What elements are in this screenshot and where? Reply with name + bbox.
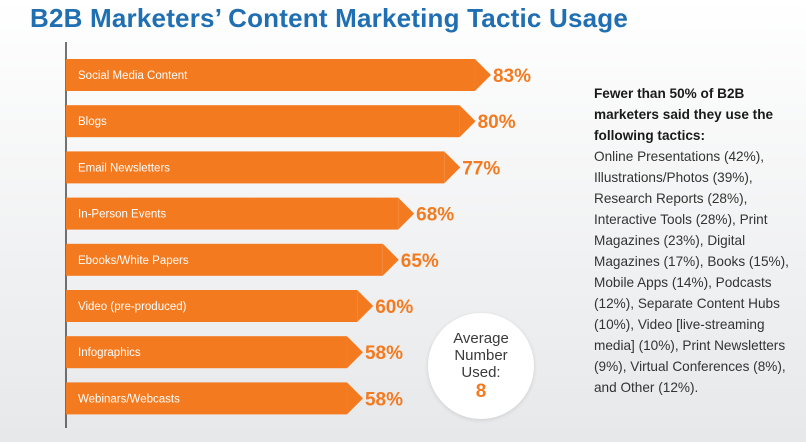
bar-tip <box>444 151 461 184</box>
category-label: Ebooks/White Papers <box>78 255 189 267</box>
bar-tip <box>382 243 399 276</box>
average-value: 8 <box>475 381 487 402</box>
bar-tip <box>346 382 363 415</box>
category-label: Infographics <box>78 347 141 359</box>
bar-group: Email Newsletters 77% <box>66 151 500 184</box>
bar <box>66 382 347 415</box>
bar <box>66 197 399 230</box>
bar-group: Webinars/Webcasts 58% <box>66 382 403 415</box>
value-label: 65% <box>401 251 439 272</box>
bar <box>66 243 383 276</box>
side-note-body: Online Presentations (42%), Illustration… <box>594 149 789 395</box>
bar <box>66 290 358 322</box>
bar-group: Social Media Content 83% <box>66 59 531 91</box>
value-label: 77% <box>462 158 500 179</box>
average-badge: Average Number Used: 8 <box>428 313 534 419</box>
bar-tip <box>459 105 476 138</box>
bar-group: Infographics 58% <box>66 336 403 369</box>
bar-group: Video (pre-produced) 60% <box>66 290 413 322</box>
bar <box>66 59 475 91</box>
category-label: In-Person Events <box>78 209 166 221</box>
bar-group: Blogs 80% <box>66 105 516 138</box>
value-label: 60% <box>375 297 413 318</box>
value-label: 58% <box>365 389 403 410</box>
bar <box>66 151 445 184</box>
value-label: 80% <box>478 112 516 133</box>
value-label: 68% <box>416 205 454 226</box>
category-label: Webinars/Webcasts <box>78 393 180 405</box>
average-label: Average Number Used: <box>453 330 509 381</box>
bar-tip <box>398 197 415 230</box>
category-label: Email Newsletters <box>78 162 170 174</box>
side-note-heading: Fewer than 50% of B2B marketers said the… <box>594 86 774 143</box>
bar-tip <box>346 336 363 369</box>
bar <box>66 105 460 138</box>
value-label: 58% <box>365 343 403 364</box>
side-note: Fewer than 50% of B2B marketers said the… <box>594 83 800 398</box>
bar-group: In-Person Events 68% <box>66 197 454 230</box>
value-label: 83% <box>493 66 531 87</box>
category-label: Social Media Content <box>78 70 188 82</box>
bar <box>66 336 347 369</box>
bar-group: Ebooks/White Papers 65% <box>66 243 439 276</box>
bar-tip <box>474 59 491 91</box>
chart-title: B2B Marketers’ Content Marketing Tactic … <box>30 3 629 33</box>
category-label: Blogs <box>78 116 107 128</box>
bar-tip <box>357 290 374 322</box>
category-label: Video (pre-produced) <box>78 301 187 313</box>
